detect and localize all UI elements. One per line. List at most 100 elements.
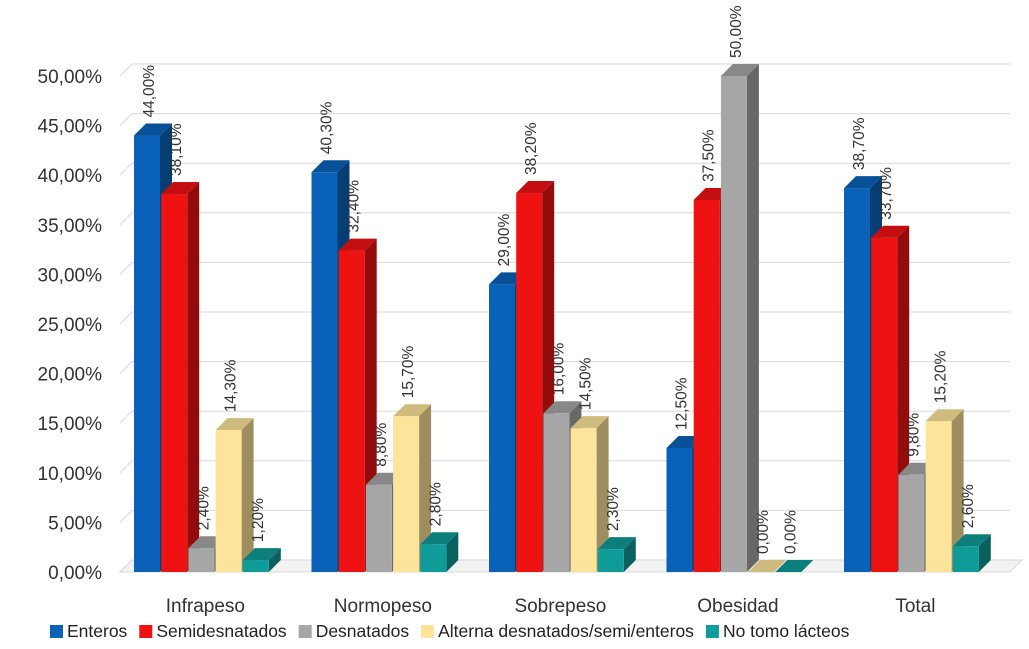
bar-front	[543, 413, 570, 572]
bar-top	[720, 64, 759, 76]
bar-side	[951, 409, 964, 572]
y-tick-label: 0,00%	[48, 563, 102, 584]
bar-top	[775, 560, 814, 572]
bar-top	[393, 404, 432, 417]
bar-alterna-desnatados-semi-enteros-normopeso	[393, 404, 432, 572]
bar-no-tomo-l-cteos-normopeso	[420, 532, 459, 572]
data-label: 37,50%	[701, 129, 718, 182]
gridline	[119, 162, 1010, 176]
data-label: 2,30%	[605, 487, 622, 531]
data-label: 33,70%	[878, 167, 895, 220]
data-label: 14,50%	[578, 357, 595, 410]
bar-side	[419, 404, 432, 572]
data-label: 8,80%	[373, 423, 390, 467]
data-label: 44,00%	[141, 65, 158, 118]
y-tick-label: 25,00%	[38, 315, 103, 336]
legend-item: Desnatados	[298, 621, 410, 641]
legend-label: Semidesnatados	[156, 621, 287, 641]
legend-swatch	[139, 625, 153, 638]
bar-top	[215, 418, 254, 431]
bar-top	[748, 560, 787, 572]
bar-top	[597, 537, 636, 550]
gridline	[119, 63, 1010, 77]
legend-item: Semidesnatados	[139, 621, 287, 641]
bar-front	[161, 194, 188, 572]
bar-side	[978, 534, 991, 572]
bar-side	[241, 418, 254, 572]
legend-item: No tomo lácteos	[705, 621, 850, 641]
y-tick-label: 40,00%	[38, 166, 103, 187]
x-tick-label: Total	[895, 596, 935, 617]
bar-front	[338, 250, 365, 573]
x-tick-label: Obesidad	[697, 596, 778, 617]
bar-semidesnatados-infrapeso	[161, 182, 200, 572]
bar-side	[446, 532, 459, 572]
bar-top	[134, 123, 172, 136]
bar-top	[338, 238, 377, 251]
bar-alterna-desnatados-semi-enteros-infrapeso	[215, 418, 254, 572]
y-tick-label: 50,00%	[38, 67, 103, 88]
data-label: 50,00%	[728, 5, 745, 58]
data-label: 40,30%	[319, 101, 336, 154]
bar-alterna-desnatados-semi-enteros-obesidad	[748, 560, 787, 572]
bar-front	[666, 448, 693, 572]
bar-front	[393, 416, 420, 572]
legend-label: No tomo lácteos	[723, 621, 850, 641]
data-label: 2,80%	[427, 482, 444, 526]
bar-front	[242, 560, 269, 572]
legend: Enteros Semidesnatados Desnatados Alterna d…	[50, 621, 850, 641]
data-label: 16,00%	[550, 342, 567, 395]
bar-top	[516, 181, 555, 194]
data-label: 0,00%	[755, 510, 772, 554]
data-label: 32,40%	[346, 180, 363, 233]
bar-front	[952, 546, 979, 572]
bar-top	[420, 532, 459, 545]
y-tick-label: 20,00%	[38, 365, 103, 386]
data-label: 2,40%	[195, 486, 212, 530]
bar-front	[489, 284, 515, 572]
bar-top	[925, 409, 964, 422]
data-label: 38,10%	[168, 123, 185, 176]
x-tick-label: Sobrepeso	[514, 596, 606, 617]
data-labels: 44,00% 38,10% 2,40% 14,30% 1,20% 40,30% 32,40%…	[141, 5, 977, 554]
bar-side	[623, 537, 636, 572]
data-label: 14,30%	[223, 359, 240, 412]
y-tick-label: 10,00%	[38, 464, 103, 485]
bar-no-tomo-l-cteos-total	[952, 534, 991, 572]
bar-side	[596, 416, 609, 572]
bar-front	[720, 76, 747, 572]
y-tick-label: 35,00%	[38, 216, 103, 237]
bar-front	[925, 421, 952, 572]
bar-front	[365, 484, 392, 572]
bar-front	[898, 474, 925, 572]
bar-front	[311, 172, 338, 572]
bar-no-tomo-l-cteos-infrapeso	[242, 548, 281, 572]
data-label: 15,20%	[933, 350, 950, 403]
data-label: 2,60%	[960, 484, 977, 528]
data-label: 38,70%	[851, 117, 868, 170]
y-tick-label: 45,00%	[38, 117, 103, 138]
legend-label: Desnatados	[316, 621, 410, 641]
bar-top	[242, 548, 281, 561]
bar-front	[215, 430, 242, 572]
bar-top	[952, 534, 991, 547]
data-label: 1,20%	[250, 498, 267, 542]
gridline	[119, 113, 1010, 126]
bar-top	[543, 401, 582, 414]
legend-swatch	[705, 625, 719, 638]
legend-swatch	[421, 625, 435, 638]
bar-no-tomo-l-cteos-sobrepeso	[597, 537, 636, 572]
legend-swatch	[50, 625, 63, 638]
bar-front	[693, 200, 720, 572]
data-label: 29,00%	[496, 214, 513, 267]
y-tick-label: 30,00%	[38, 265, 103, 286]
data-label: 0,00%	[782, 510, 799, 554]
bar-side	[187, 182, 200, 572]
bar-top	[871, 225, 910, 238]
bar-top	[570, 416, 609, 429]
bar-front	[420, 544, 447, 572]
bar-top	[161, 182, 200, 195]
bar-alterna-desnatados-semi-enteros-total	[925, 409, 964, 572]
legend-item: Alterna desnatados/semi/enteros	[421, 621, 694, 641]
